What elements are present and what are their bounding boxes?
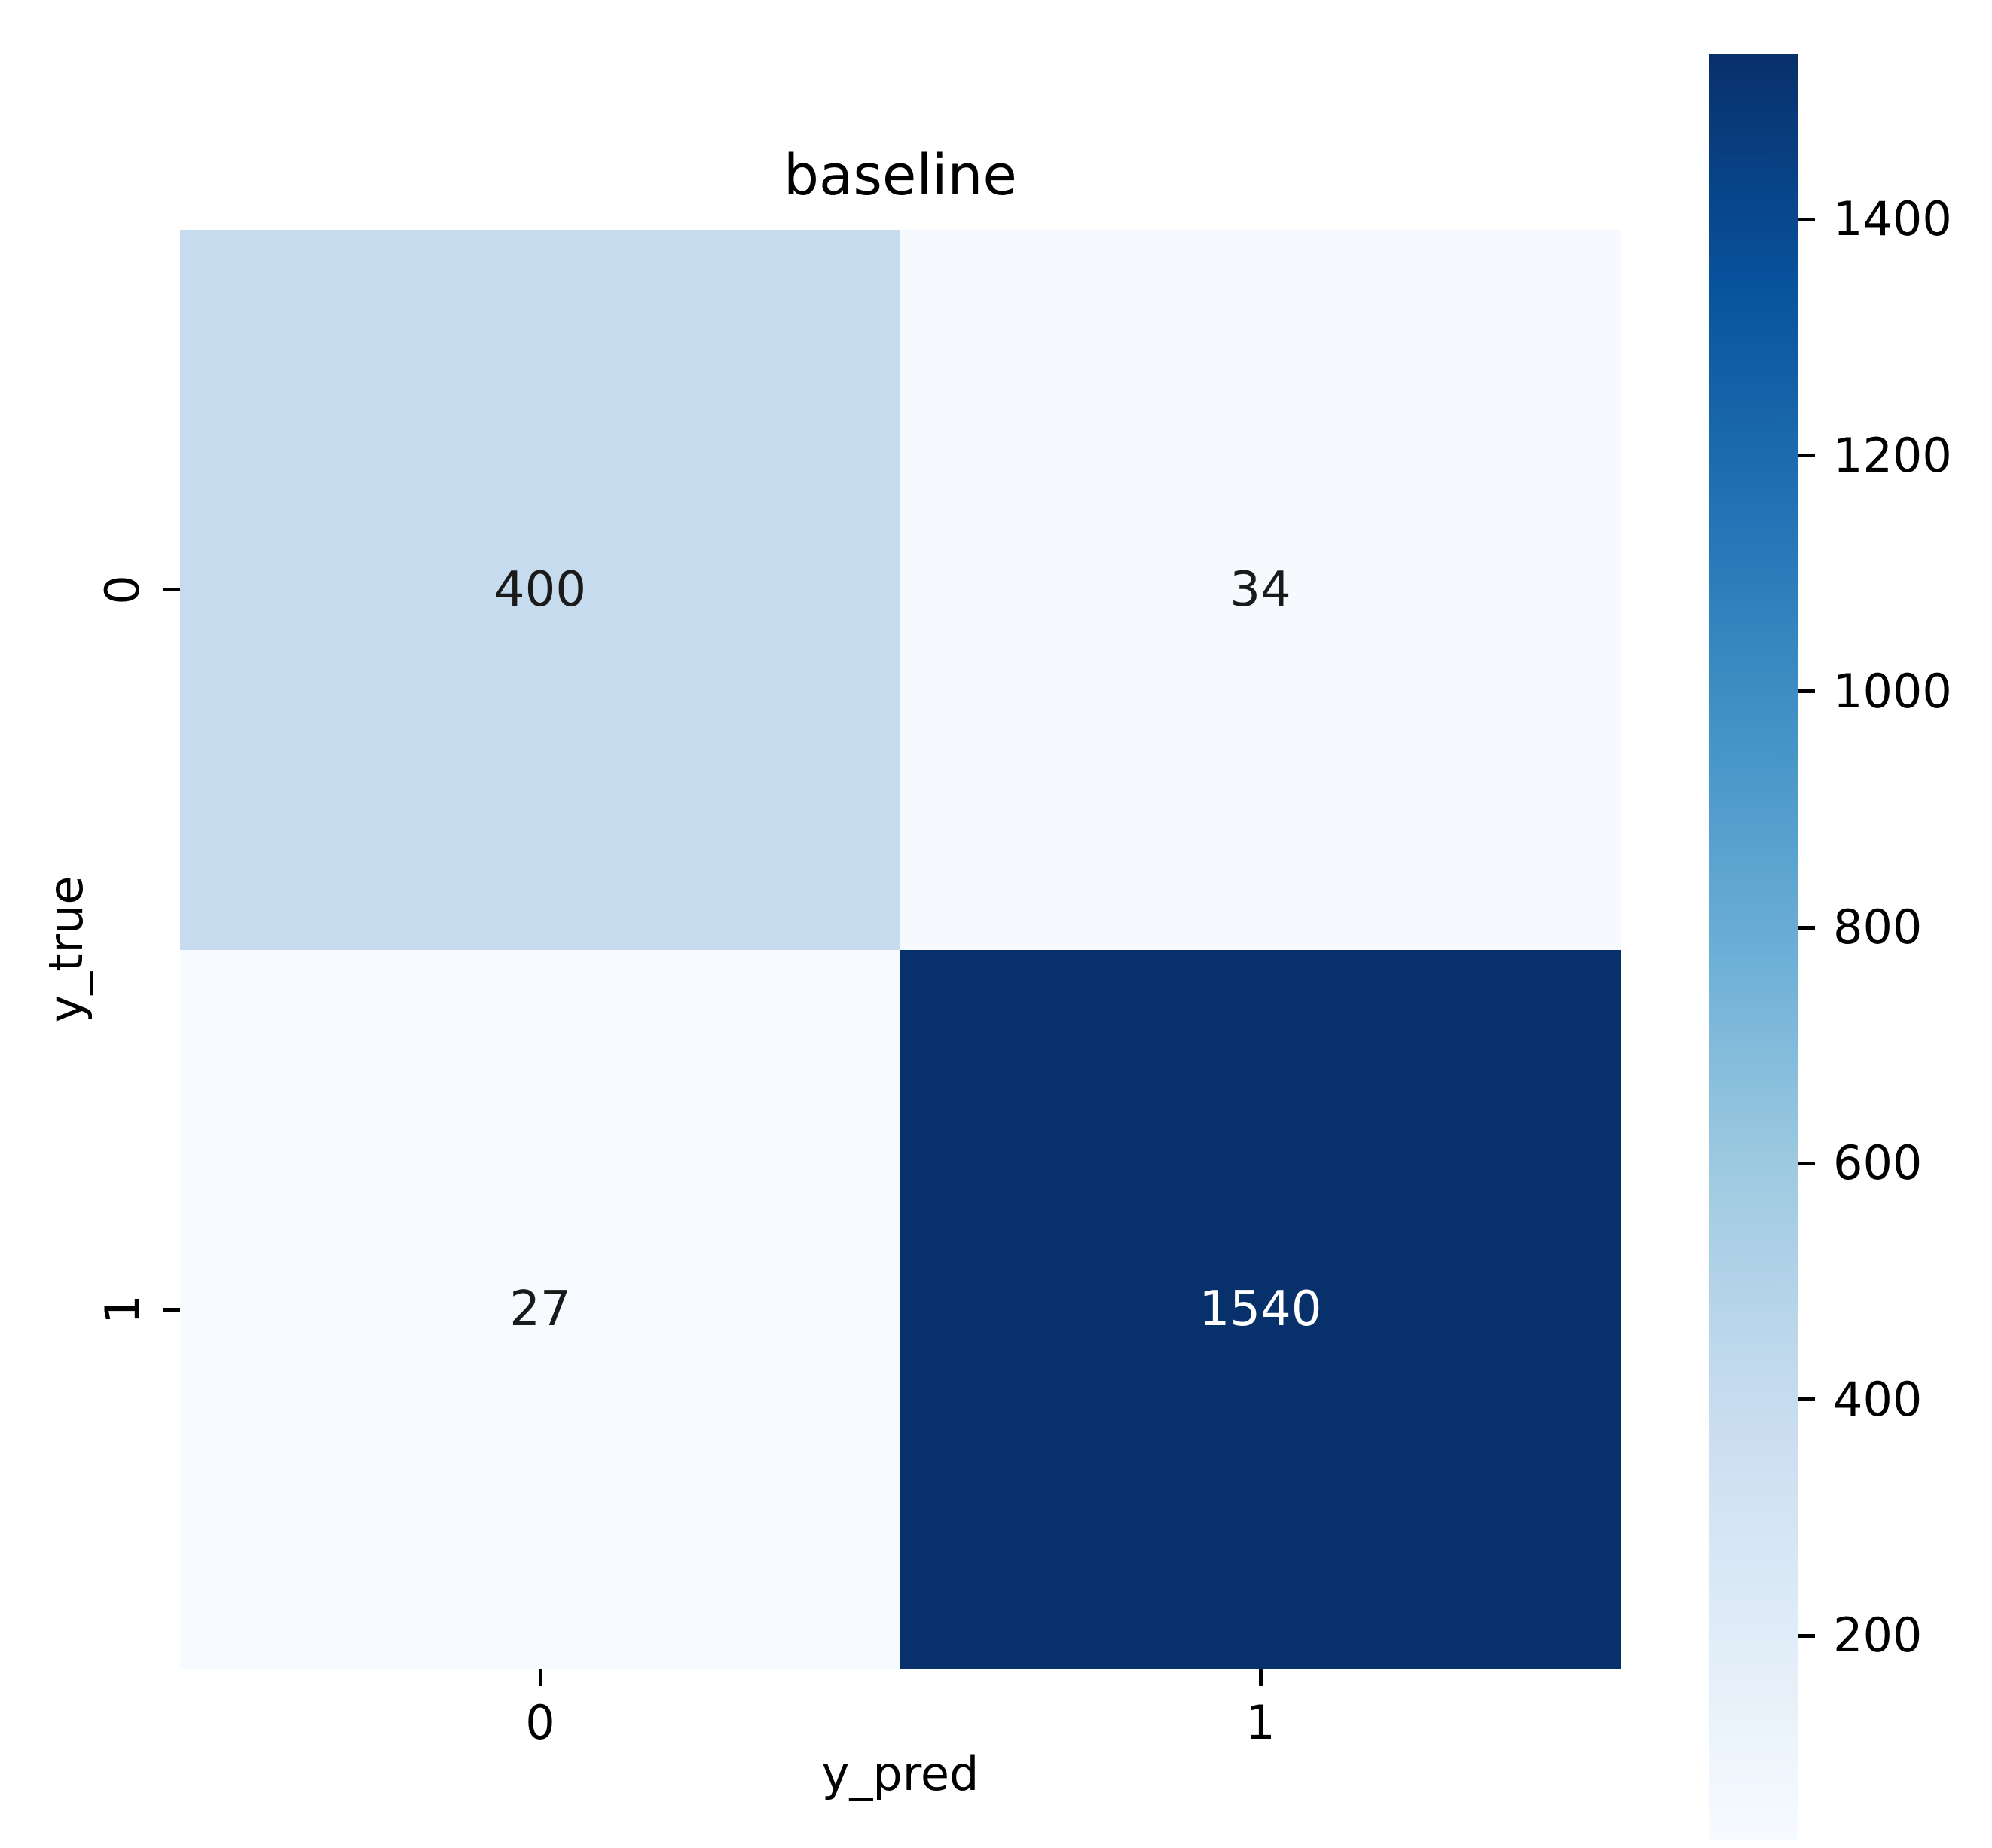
cell-annotation: 400 xyxy=(493,561,587,618)
x-tick-mark xyxy=(1258,1669,1263,1686)
chart-title: baseline xyxy=(784,143,1017,208)
colorbar-tick-label: 800 xyxy=(1833,900,1923,955)
heatmap-cell-ytrue0-ypred1: 34 xyxy=(900,230,1621,950)
colorbar-tick-mark xyxy=(1798,217,1815,221)
x-axis-label: y_pred xyxy=(821,1746,979,1801)
colorbar xyxy=(1709,54,1798,1840)
y-tick-mark xyxy=(163,588,180,592)
cell-annotation: 27 xyxy=(509,1281,571,1338)
y-tick-mark xyxy=(163,1307,180,1312)
cell-annotation: 34 xyxy=(1230,561,1291,618)
y-axis-label: y_true xyxy=(38,875,93,1023)
y-tick-label: 1 xyxy=(95,1294,150,1324)
heatmap: 400 34 27 1540 xyxy=(180,230,1621,1669)
heatmap-cell-ytrue1-ypred1: 1540 xyxy=(900,949,1621,1669)
heatmap-cell-ytrue1-ypred0: 27 xyxy=(180,949,900,1669)
colorbar-tick-label: 600 xyxy=(1833,1135,1923,1191)
colorbar-tick-mark xyxy=(1798,1633,1815,1638)
x-tick-label: 0 xyxy=(525,1695,555,1750)
colorbar-tick-mark xyxy=(1798,1397,1815,1402)
colorbar-tick-mark xyxy=(1798,454,1815,458)
cell-annotation: 1540 xyxy=(1199,1281,1322,1338)
colorbar-tick-label: 200 xyxy=(1833,1608,1923,1663)
colorbar-tick-mark xyxy=(1798,925,1815,930)
colorbar-tick-label: 400 xyxy=(1833,1371,1923,1427)
colorbar-tick-label: 1400 xyxy=(1833,191,1952,247)
colorbar-tick-mark xyxy=(1798,689,1815,694)
x-tick-label: 1 xyxy=(1245,1695,1276,1750)
heatmap-cell-ytrue0-ypred0: 400 xyxy=(180,230,900,950)
colorbar-tick-label: 1200 xyxy=(1833,427,1952,483)
colorbar-tick-label: 1000 xyxy=(1833,663,1952,719)
y-tick-label: 0 xyxy=(95,575,150,605)
colorbar-tick-mark xyxy=(1798,1161,1815,1165)
x-tick-mark xyxy=(538,1669,542,1686)
